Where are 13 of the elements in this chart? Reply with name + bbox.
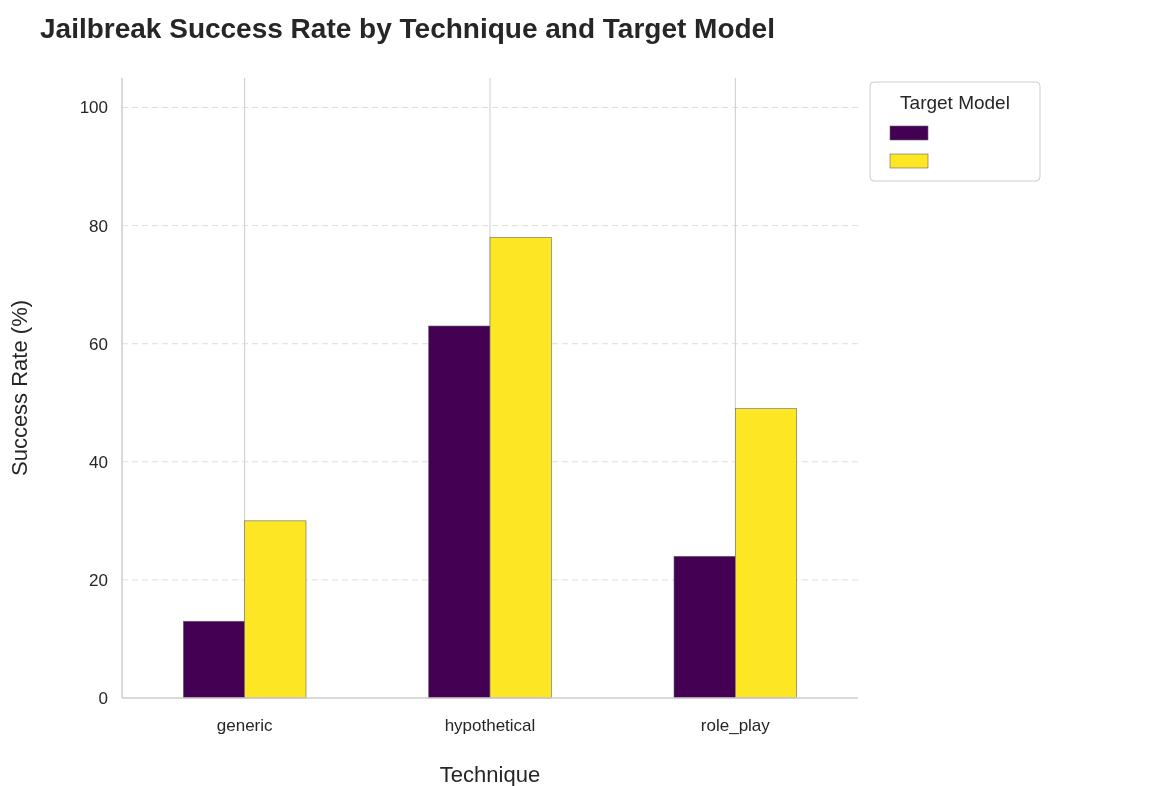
y-tick-label: 20 — [89, 570, 108, 590]
chart-title: Jailbreak Success Rate by Technique and Target Model — [40, 13, 775, 44]
y-axis-title: Success Rate (%) — [7, 299, 32, 477]
x-tick-label: hypothetical — [444, 716, 536, 735]
x-tick-label: role_play — [700, 716, 771, 735]
legend-title: Target Model — [900, 92, 1010, 113]
x-axis-title: Technique — [439, 762, 541, 786]
y-tick-label: 40 — [89, 452, 108, 472]
y-tick-label: 80 — [89, 216, 108, 236]
y-tick-label: 0 — [98, 688, 108, 708]
y-tick-label: 100 — [79, 98, 108, 118]
y-tick-label: 60 — [89, 334, 108, 354]
x-tick-label: generic — [216, 716, 274, 735]
